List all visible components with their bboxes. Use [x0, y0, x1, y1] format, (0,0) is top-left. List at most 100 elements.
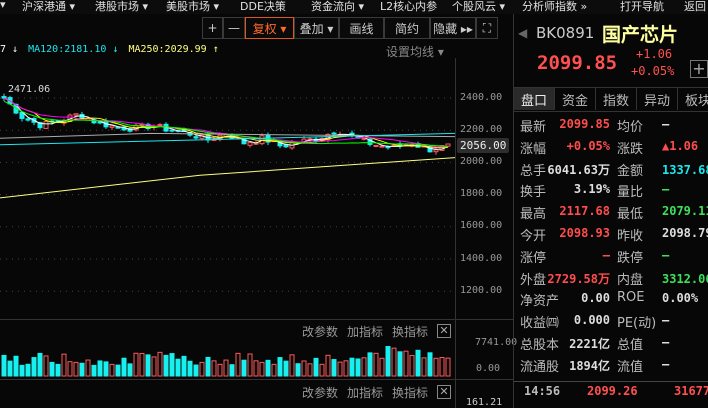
menu-item-analyst[interactable]: 分析师指数 »	[522, 0, 588, 13]
tab-fund[interactable]: 资金	[555, 88, 596, 110]
field-label: 涨停	[520, 250, 547, 266]
field-value: 2729.58万	[547, 271, 610, 286]
change-params-button[interactable]: 改参数	[302, 386, 339, 400]
quote-row: 换手 3.19% 量比 —	[520, 181, 708, 201]
zoom-out-button[interactable]: —	[223, 17, 245, 39]
field-label: 涨跌	[617, 141, 644, 157]
field-value: 3312.06万	[662, 271, 708, 286]
field-value: 0.00%	[662, 291, 699, 306]
close-icon[interactable]: ✕	[437, 324, 451, 338]
volume-bar	[175, 358, 181, 377]
menu-item-nav[interactable]: 打开导航	[620, 0, 664, 13]
volume-bar	[97, 360, 103, 377]
menu-item-us[interactable]: 美股市场 ▾	[166, 0, 220, 13]
volume-bar	[349, 357, 355, 377]
hide-button[interactable]: 隐藏 ▸▸	[430, 17, 476, 39]
field-value: —	[662, 335, 670, 349]
volume-bar	[403, 350, 409, 377]
volume-bar	[25, 363, 31, 377]
menu-item-dde[interactable]: DDE决策	[240, 0, 286, 13]
field-label: 换手	[520, 185, 547, 201]
volume-bar	[391, 347, 397, 377]
fullscreen-icon[interactable]: ⛶	[476, 17, 498, 39]
field-value: 6041.63万	[547, 162, 610, 177]
switch-indicator-button[interactable]: 换指标	[392, 325, 429, 339]
simple-button[interactable]: 简约	[384, 17, 430, 39]
last-price: 2099.85	[537, 52, 618, 74]
overlay-button[interactable]: 叠加 ▾	[294, 17, 339, 39]
candle	[37, 121, 43, 129]
field-value: +0.05%	[566, 138, 610, 153]
candle	[379, 145, 385, 148]
volume-bar	[379, 357, 385, 377]
volume-bar	[415, 349, 421, 377]
volume-bar	[139, 353, 145, 377]
volume-bar	[253, 360, 259, 377]
volume-bar	[409, 354, 415, 377]
set-ma-button[interactable]: 设置均线 ▾	[386, 45, 444, 59]
field-value: 2099.85	[559, 117, 610, 131]
volume-bar	[1, 354, 7, 377]
volume-bar	[337, 361, 343, 377]
change-params-button[interactable]: 改参数	[302, 325, 339, 339]
menu-item-fund-flow[interactable]: 资金流向 ▾	[311, 0, 365, 13]
volume-bar	[133, 352, 139, 377]
volume-bar	[289, 354, 295, 377]
volume-bar	[277, 357, 283, 377]
candle	[43, 121, 49, 129]
candle	[385, 146, 391, 149]
divider	[514, 111, 708, 112]
field-value: 0.00	[581, 291, 610, 306]
ma-legend: 7 ↓ MA120:2181.10 ↓ MA250:2029.99 ↑	[0, 44, 219, 55]
volume-bar	[283, 360, 289, 377]
field-value: 2079.11	[662, 204, 708, 219]
field-value: 2117.68	[559, 204, 610, 219]
candle	[259, 135, 265, 145]
menu-item-stock[interactable]: 个股风云 ▾	[452, 0, 506, 13]
kline-chart[interactable]	[0, 58, 456, 408]
close-icon[interactable]: ✕	[437, 385, 451, 399]
field-value: —	[602, 247, 610, 262]
tab-movement[interactable]: 异动	[637, 88, 678, 110]
baseline	[0, 101, 455, 103]
field-label: 昨收	[617, 229, 644, 244]
menu-item-l2[interactable]: L2核心内参	[380, 0, 438, 13]
price-tick: 2000.00	[460, 156, 503, 167]
top-menu-bar: ▾ 沪深港通 ▾ 港股市场 ▾ 美股市场 ▾ DDE决策 资金流向 ▾ L2核心…	[0, 0, 708, 14]
tab-sector[interactable]: 板块	[678, 88, 708, 110]
prev-arrow-icon[interactable]: ◀	[518, 26, 528, 40]
add-indicator-button[interactable]: 加指标	[347, 386, 384, 400]
field-label: 金额	[617, 163, 644, 179]
volume-bar	[439, 357, 445, 377]
draw-line-button[interactable]: 画线	[339, 17, 384, 39]
add-indicator-button[interactable]: 加指标	[347, 325, 384, 339]
tab-index[interactable]: 指数	[596, 88, 637, 110]
candle	[169, 129, 175, 132]
volume-bar	[151, 356, 157, 377]
tab-pankou[interactable]: 盘口	[514, 88, 555, 110]
menu-item[interactable]: ▾	[0, 0, 6, 11]
volume-bar	[91, 364, 97, 377]
add-watchlist-button[interactable]: +	[690, 60, 708, 78]
field-label: 最低	[617, 207, 644, 223]
field-label: 最高	[520, 207, 547, 223]
field-label: 流通股	[520, 359, 560, 375]
field-value: —	[662, 313, 670, 328]
volume-bar	[319, 363, 325, 377]
volume-bar	[85, 359, 91, 377]
volume-bar	[205, 356, 211, 377]
menu-item-back[interactable]: 返回	[684, 0, 706, 13]
indicator-tick: 161.21	[466, 397, 503, 408]
volume-bar	[67, 361, 73, 377]
tick-volume: 31677	[674, 384, 708, 398]
candle	[433, 149, 439, 153]
volume-bar	[355, 358, 361, 377]
menu-item-hk[interactable]: 港股市场 ▾	[95, 0, 149, 13]
switch-indicator-button[interactable]: 换指标	[392, 386, 429, 400]
candle	[193, 136, 199, 139]
field-value: 0.000	[573, 313, 610, 328]
zoom-in-button[interactable]: +	[202, 17, 223, 39]
volume-bar	[73, 361, 79, 377]
menu-item-hushen[interactable]: 沪深港通 ▾	[22, 0, 76, 13]
fuquan-button[interactable]: 复权 ▾	[245, 17, 294, 39]
